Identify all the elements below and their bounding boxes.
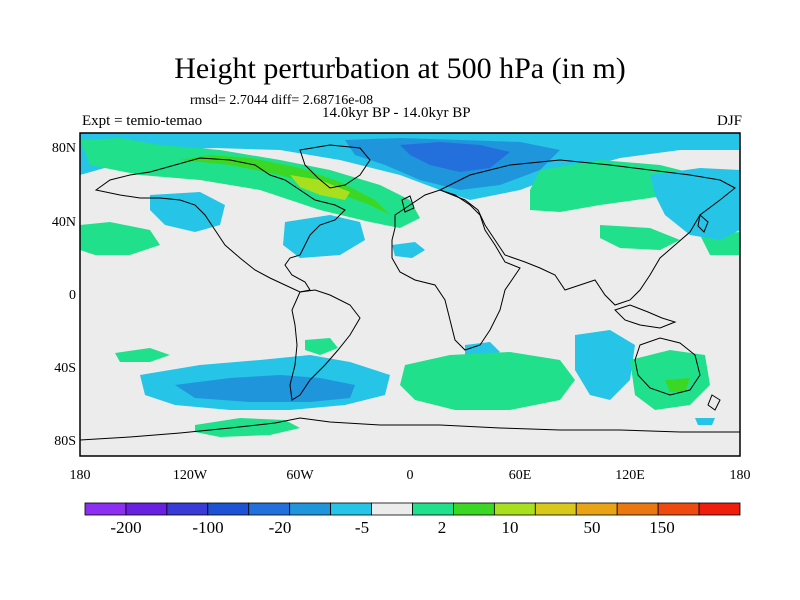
colorbar-swatch [493,502,536,516]
colorbar-label: -20 [268,518,292,537]
colorbar-swatch [166,502,209,516]
lon-label-180e: 180 [729,468,751,483]
colorbar-label: 50 [583,518,601,537]
rmsd-stats: rmsd= 2.7044 diff= 2.68716e-08 [190,93,374,108]
map-title: Height perturbation at 500 hPa (in m) [174,52,626,85]
colorbar-swatch [207,502,250,516]
colorbar-swatch [534,502,577,516]
colorbar-label: -200 [110,518,142,537]
coastlines [80,144,740,441]
map-frame [79,132,741,457]
colorbar-swatch [575,502,618,516]
lon-label-0: 0 [406,468,414,483]
colorbar-swatch [657,502,700,516]
colorbar-swatch [453,502,495,516]
colorbar-swatch [698,502,741,516]
colorbar-swatch [84,502,127,516]
lon-label-60e: 60E [508,468,532,483]
lon-label-120w: 120W [172,468,208,483]
lat-label-40n: 40N [51,215,76,230]
lat-label-80n: 80N [51,141,76,156]
colorbar-swatch [248,502,291,516]
colorbar-label: 2 [437,518,447,537]
colorbar-swatch [330,502,372,516]
lon-label-180w: 180 [69,468,91,483]
lon-label-60w: 60W [286,468,314,483]
colorbar [84,502,741,516]
map-panel [80,133,740,456]
colorbar-swatch [412,502,454,516]
colorbar-swatch [616,502,659,516]
experiment-label: Expt = temio-temao [82,113,203,129]
colorbar-label: -100 [192,518,224,537]
colorbar-label: 10 [501,518,519,537]
lon-label-120e: 120E [615,468,645,483]
lat-label-80s: 80S [54,434,76,449]
colorbar-label: -5 [354,518,370,537]
contour-fills [80,133,740,437]
colorbar-label: 150 [649,518,675,537]
period-label: 14.0kyr BP - 14.0kyr BP [322,105,471,121]
season-label: DJF [716,113,742,129]
colorbar-swatch [371,502,413,516]
colorbar-swatch [289,502,332,516]
colorbar-swatch [125,502,168,516]
lat-label-equator: 0 [69,288,76,303]
lat-label-40s: 40S [54,361,76,376]
